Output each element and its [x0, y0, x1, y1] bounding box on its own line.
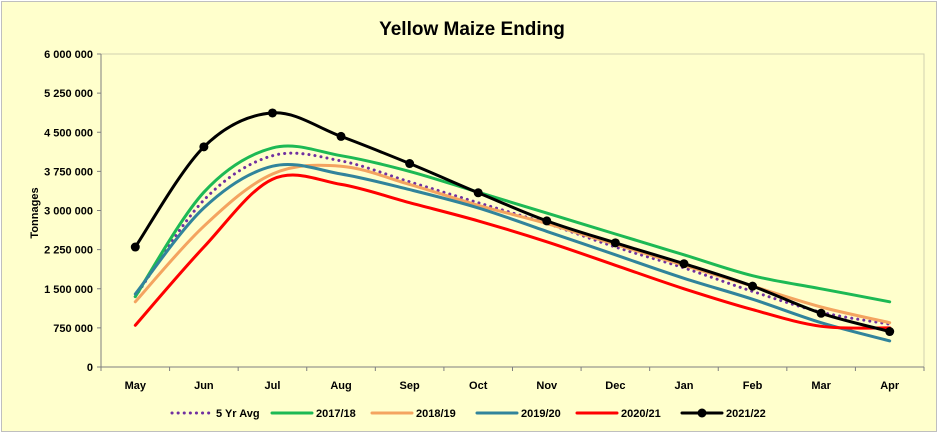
plot-area	[100, 53, 925, 368]
x-tick-label: Jul	[265, 380, 281, 392]
y-tick-label: 5 250 000	[44, 88, 93, 100]
series-2021-22	[130, 108, 895, 337]
legend-label: 2017/18	[316, 408, 356, 420]
chart-title: Yellow Maize Ending	[379, 19, 565, 40]
legend-item: 2019/20	[475, 408, 561, 420]
y-tick-label: 1 500 000	[44, 284, 93, 296]
data-point	[405, 159, 415, 169]
y-tick-label: 6 000 000	[44, 49, 93, 61]
series-2020-21	[133, 173, 892, 330]
legend-label: 2020/21	[621, 408, 661, 420]
legend-item: 2018/19	[370, 408, 456, 420]
x-tick-label: Jun	[194, 380, 214, 392]
y-tick-label: 750 000	[53, 323, 93, 335]
data-point	[679, 259, 689, 269]
y-tick-label: 0	[87, 362, 93, 374]
data-point	[336, 131, 346, 141]
data-point	[816, 308, 826, 318]
legend-label: 2019/20	[521, 408, 561, 420]
y-tick-label: 4 500 000	[44, 127, 93, 139]
legend-item: 2021/22	[680, 408, 766, 420]
legend-label: 2018/19	[416, 408, 456, 420]
series-line	[133, 151, 892, 326]
legend-label: 5 Yr Avg	[216, 408, 260, 420]
x-tick-label: Oct	[469, 380, 488, 392]
x-tick-label: Dec	[605, 380, 625, 392]
data-point	[610, 238, 620, 248]
series-5-yr-avg	[133, 151, 892, 326]
legend-item: 2020/21	[575, 408, 661, 420]
legend-marker	[697, 408, 707, 418]
x-tick-label: May	[125, 380, 147, 392]
y-tick-label: 2 250 000	[44, 245, 93, 257]
x-tick-label: Sep	[400, 380, 420, 392]
legend: 5 Yr Avg 2017/18 2018/19 2019/20 2020/21 2021…	[170, 408, 766, 420]
series-line	[133, 173, 892, 330]
data-point	[473, 188, 483, 198]
series-layer	[130, 108, 895, 343]
legend-item: 5 Yr Avg	[170, 408, 260, 420]
x-tick-label: Jan	[674, 380, 693, 392]
data-point	[130, 242, 140, 252]
data-point	[542, 216, 552, 226]
x-tick-label: Nov	[536, 380, 558, 392]
x-tick-label: Feb	[743, 380, 763, 392]
series-2017-18	[133, 144, 892, 304]
data-point	[885, 327, 895, 337]
series-2019-20	[133, 162, 892, 343]
axes: 0 750 000 1 500 000 2 250 000 3 000 000 3 750…	[44, 49, 925, 392]
series-line	[133, 162, 892, 343]
series-line	[133, 144, 892, 304]
x-tick-label: Mar	[811, 380, 831, 392]
x-tick-label: Aug	[330, 380, 351, 392]
legend-label: 2021/22	[726, 408, 766, 420]
x-tick-label: Apr	[880, 380, 900, 392]
y-tick-label: 3 750 000	[44, 166, 93, 178]
y-axis-label: Tonnages	[29, 187, 41, 238]
data-point	[748, 281, 758, 291]
data-point	[267, 108, 277, 118]
y-tick-label: 3 000 000	[44, 206, 93, 218]
data-point	[199, 142, 209, 152]
legend-item: 2017/18	[270, 408, 356, 420]
